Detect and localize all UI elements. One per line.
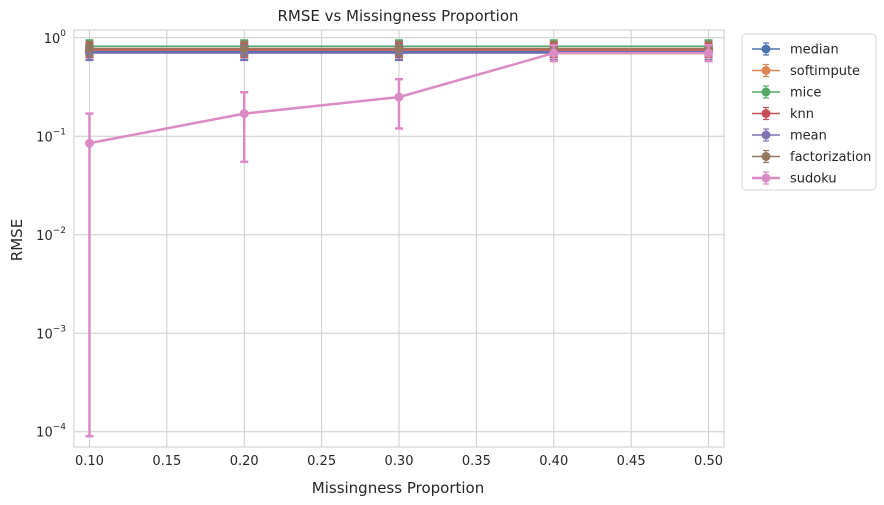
legend: median softimpute mice knn mean factorization… [741,33,877,191]
x-tick-label: 0.35 [462,454,491,469]
legend-marker [761,87,771,97]
x-tick-label: 0.25 [307,454,336,469]
data-point [84,43,94,53]
data-point [239,43,249,53]
y-tick-label: 100 [44,29,67,47]
data-point [394,92,404,102]
x-tick-label: 0.10 [75,454,104,469]
y-axis: 10−4 10−3 10−2 10−1 100 [36,29,66,441]
legend-label: mice [790,86,821,101]
data-point [704,48,714,58]
legend-item-knn: knn [752,106,814,122]
legend-item-median: median [752,42,839,58]
y-tick-label: 10−4 [36,423,66,441]
x-tick-label: 0.50 [694,454,723,469]
legend-item-factorization: factorization [752,149,871,165]
data-point [239,109,249,119]
legend-item-softimpute: softimpute [752,63,860,79]
x-tick-label: 0.45 [617,454,646,469]
legend-marker [761,44,771,54]
series-layer [84,39,714,438]
x-axis-label: Missingness Proportion [312,479,484,497]
data-point [84,138,94,148]
legend-item-mean: mean [752,128,827,144]
x-axis: 0.10 0.15 0.20 0.25 0.30 0.35 0.40 0.45 0.50 [75,454,723,469]
legend-label: factorization [790,150,871,165]
y-tick-label: 10−2 [36,226,66,244]
data-point [549,48,559,58]
legend-frame [741,33,877,191]
x-tick-label: 0.20 [230,454,259,469]
legend-marker [761,66,771,75]
y-tick-label: 10−3 [36,324,66,342]
legend-marker [761,152,771,161]
legend-marker [761,130,771,140]
legend-marker [761,109,771,118]
y-axis-label: RMSE [8,219,26,261]
legend-marker [761,173,771,183]
series-sudoku [84,44,714,438]
legend-item-sudoku: sudoku [752,171,837,187]
data-point [394,43,404,53]
x-tick-label: 0.15 [152,454,181,469]
y-tick-label: 10−1 [36,127,66,145]
legend-label: mean [790,129,827,144]
legend-label: knn [790,107,814,122]
legend-label: sudoku [790,172,837,187]
legend-label: softimpute [790,64,860,79]
chart-title: RMSE vs Missingness Proportion [277,7,518,25]
x-tick-label: 0.40 [539,454,568,469]
legend-item-mice: mice [752,85,821,101]
legend-label: median [790,43,839,58]
x-tick-label: 0.30 [385,454,414,469]
